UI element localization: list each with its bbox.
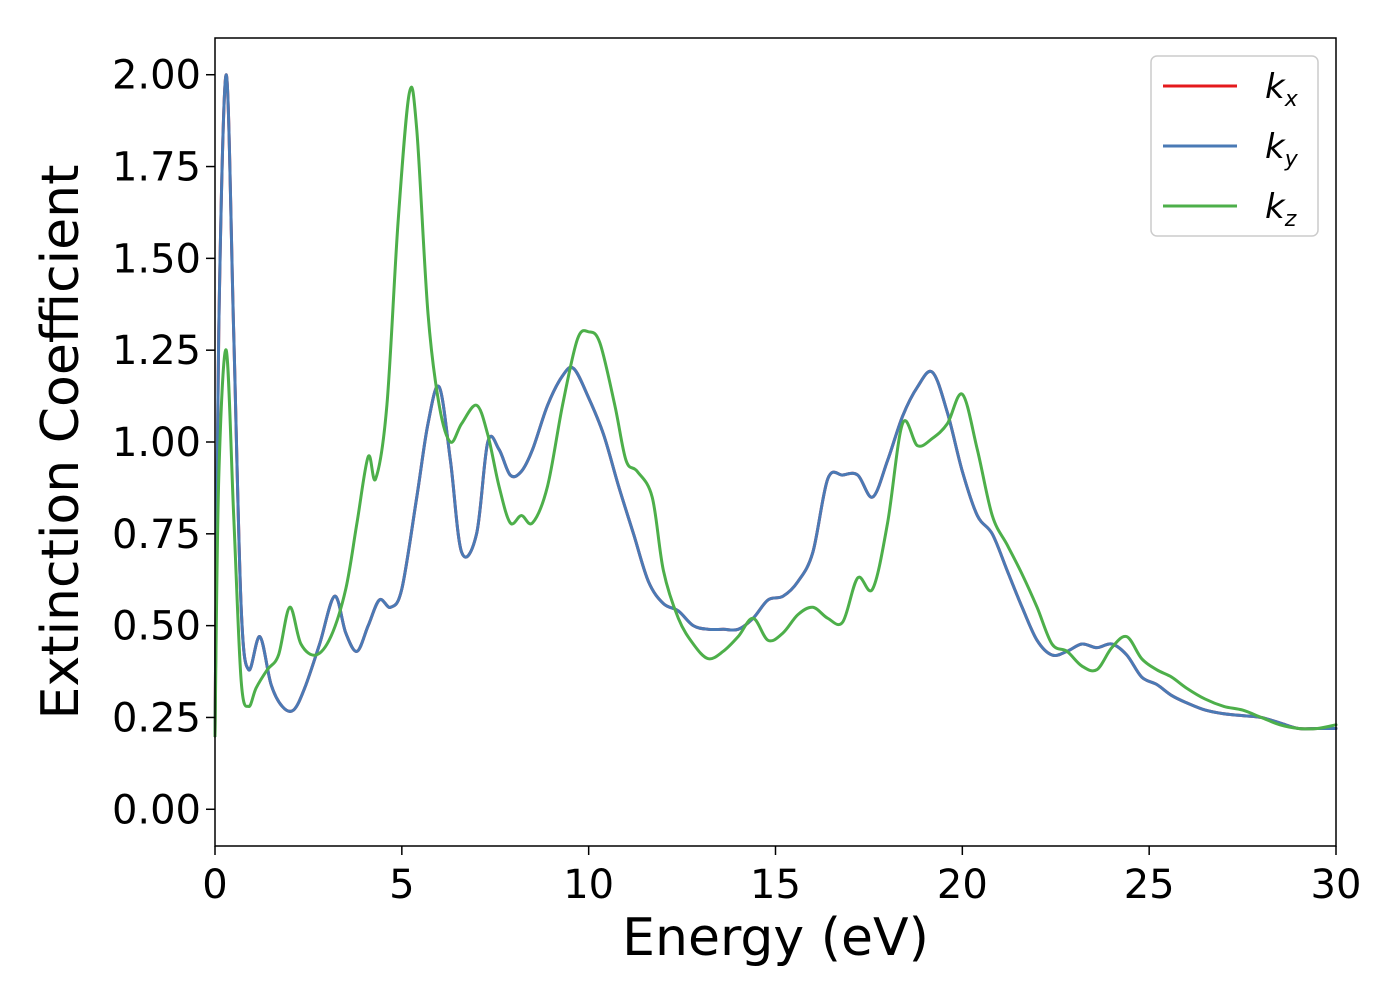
x-tick-label: 30 bbox=[1311, 862, 1362, 908]
y-tick-label: 1.50 bbox=[112, 236, 201, 282]
series-layer bbox=[213, 73, 1338, 738]
x-tick-label: 5 bbox=[389, 862, 414, 908]
y-tick-label: 0.75 bbox=[112, 512, 201, 558]
y-tick-label: 0.00 bbox=[112, 787, 201, 833]
y-tick-label: 0.25 bbox=[112, 695, 201, 741]
legend-subscript: y bbox=[1284, 147, 1299, 172]
ticks-layer: 0 5 10 15 20 25 30 0.00 0.25 0.50 0.75 1.00 1.25 1.50… bbox=[112, 53, 1362, 908]
series-line-kz bbox=[213, 85, 1338, 738]
y-tick-label: 0.50 bbox=[112, 604, 201, 650]
x-tick-label: 0 bbox=[202, 862, 227, 908]
x-tick-label: 20 bbox=[937, 862, 988, 908]
x-tick-label: 25 bbox=[1124, 862, 1175, 908]
y-axis-title: Extinction Coefficient bbox=[31, 165, 91, 720]
x-axis-title: Energy (eV) bbox=[622, 908, 929, 968]
legend-subscript: x bbox=[1284, 87, 1299, 112]
y-tick-label: 2.00 bbox=[112, 53, 201, 99]
x-tick-label: 15 bbox=[750, 862, 801, 908]
x-tick-label: 10 bbox=[563, 862, 614, 908]
y-tick-label: 1.25 bbox=[112, 328, 201, 374]
y-tick-label: 1.75 bbox=[112, 145, 201, 191]
legend-label-kx: kx bbox=[1265, 67, 1299, 112]
series-line-ky bbox=[213, 73, 1338, 738]
legend-subscript: z bbox=[1284, 207, 1297, 232]
y-tick-label: 1.00 bbox=[112, 420, 201, 466]
